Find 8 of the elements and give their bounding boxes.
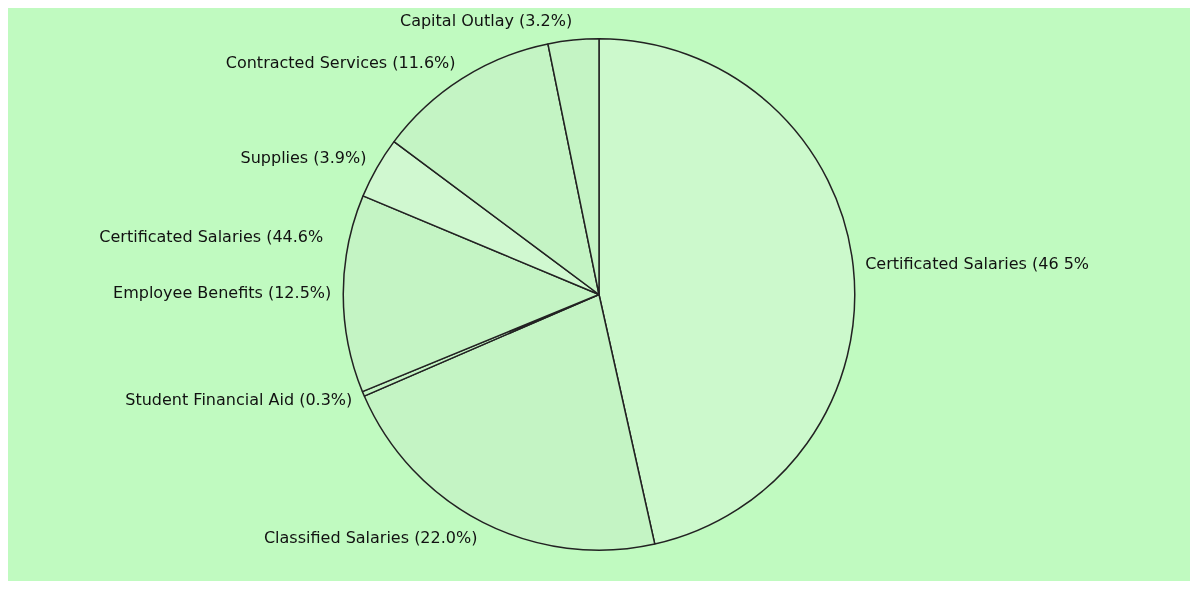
slice-label: Capital Outlay (3.2%) xyxy=(399,11,573,31)
slice-label: Classified Salaries (22.0%) xyxy=(263,527,478,547)
slice-label: Supplies (3.9%) xyxy=(240,148,367,168)
slice-label: Employee Benefits (12.5%) xyxy=(113,282,332,302)
slice-label: Contracted Services (11.6%) xyxy=(225,52,456,72)
slice-label: Student Financial Aid (0.3%) xyxy=(125,390,353,409)
text: Certificated Salaries (44.6% xyxy=(99,227,324,247)
slice-label: Certificated Salaries (46 5% xyxy=(865,253,1090,273)
